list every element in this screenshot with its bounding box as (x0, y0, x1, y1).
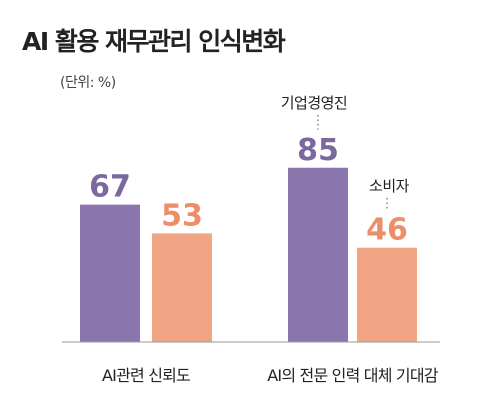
value-label-1-cat-1: 67 (89, 170, 131, 205)
category-label-2: AI의 전문 인력 대체 기대감 (267, 366, 438, 385)
bar-2-cat-2 (357, 247, 417, 342)
bar-1-cat-2 (288, 167, 348, 342)
value-label-1-cat-2: 85 (297, 133, 339, 168)
series-label-2: 소비자 (369, 177, 410, 195)
bar-2-cat-1 (152, 233, 212, 342)
category-label-1: AI관련 신뢰도 (102, 366, 190, 385)
bar-1-cat-1 (80, 204, 140, 342)
chart-title: AI 활용 재무관리 인식변화 (22, 27, 286, 56)
value-label-2-cat-1: 53 (161, 198, 203, 233)
unit-label: (단위: %) (60, 75, 116, 91)
value-label-2-cat-2: 46 (366, 213, 408, 248)
series-label-1: 기업경영진 (281, 94, 348, 112)
